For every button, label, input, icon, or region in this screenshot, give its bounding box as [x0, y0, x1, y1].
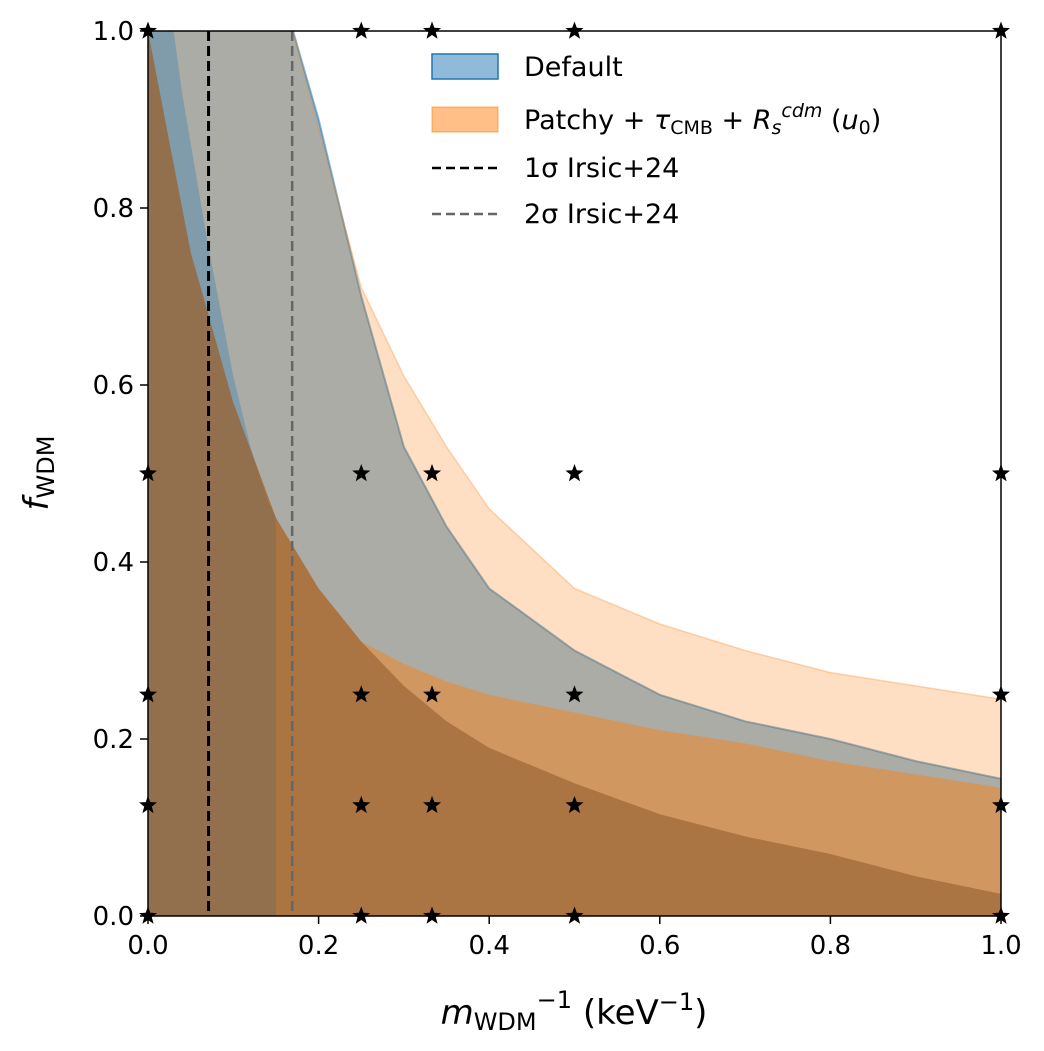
- grid-marker-star: [565, 464, 584, 482]
- grid-marker-star: [423, 21, 442, 39]
- legend-patchy-label: Patchy + τCMB + Rscdm (u0): [524, 100, 881, 139]
- grid-marker-star: [565, 685, 584, 703]
- grid-marker-star: [565, 795, 584, 814]
- grid-marker-star: [423, 464, 442, 482]
- grid-marker-star: [992, 21, 1010, 39]
- x-axis-label: mWDM−1 (keV−1): [441, 986, 708, 1036]
- grid-marker-star: [352, 464, 371, 482]
- x-tick-label: 1.0: [980, 931, 1021, 961]
- grid-marker-star: [139, 21, 157, 39]
- y-axis-ticks: 0.0 0.2 0.4 0.6 0.8 1.0: [93, 17, 148, 932]
- y-tick-label: 0.0: [93, 902, 134, 932]
- grid-marker-star: [352, 906, 371, 924]
- legend-patchy-swatch: [431, 106, 499, 133]
- plot-frame: [147, 30, 1002, 917]
- legend: Default Patchy + τCMB + Rscdm (u0) 1σ Ir…: [431, 52, 881, 230]
- grid-marker-star: [352, 685, 371, 703]
- grid-marker-star: [423, 685, 442, 703]
- grid-marker-star: [423, 795, 442, 814]
- y-tick-label: 0.2: [93, 725, 134, 755]
- grid-marker-star: [352, 21, 371, 39]
- y-tick-label: 1.0: [93, 17, 134, 47]
- patchy-outer-contour: [292, 31, 1001, 700]
- x-tick-label: 0.6: [639, 931, 680, 961]
- x-axis-ticks: 0.0 0.2 0.4 0.6 0.8 1.0: [127, 916, 1022, 961]
- legend-default-label: Default: [524, 52, 623, 83]
- x-tick-label: 0.8: [810, 931, 851, 961]
- x-tick-label: 0.2: [298, 931, 339, 961]
- irsic-limit-lines: [207, 31, 294, 916]
- y-tick-label: 0.4: [93, 548, 134, 578]
- grid-marker-star: [423, 906, 442, 924]
- legend-default-swatch: [431, 53, 499, 80]
- legend-sigma2-label: 2σ Irsic+24: [524, 199, 679, 230]
- grid-marker-star: [352, 795, 371, 814]
- grid-marker-star: [565, 906, 584, 924]
- x-tick-label: 0.0: [127, 931, 168, 961]
- x-tick-label: 0.4: [469, 931, 510, 961]
- y-axis-label: fWDM: [17, 436, 60, 511]
- grid-marker-star: [565, 21, 584, 39]
- y-tick-label: 0.8: [93, 194, 134, 224]
- legend-sigma1-label: 1σ Irsic+24: [524, 153, 679, 184]
- default-outer-contour: [292, 31, 1001, 780]
- y-tick-label: 0.6: [93, 371, 134, 401]
